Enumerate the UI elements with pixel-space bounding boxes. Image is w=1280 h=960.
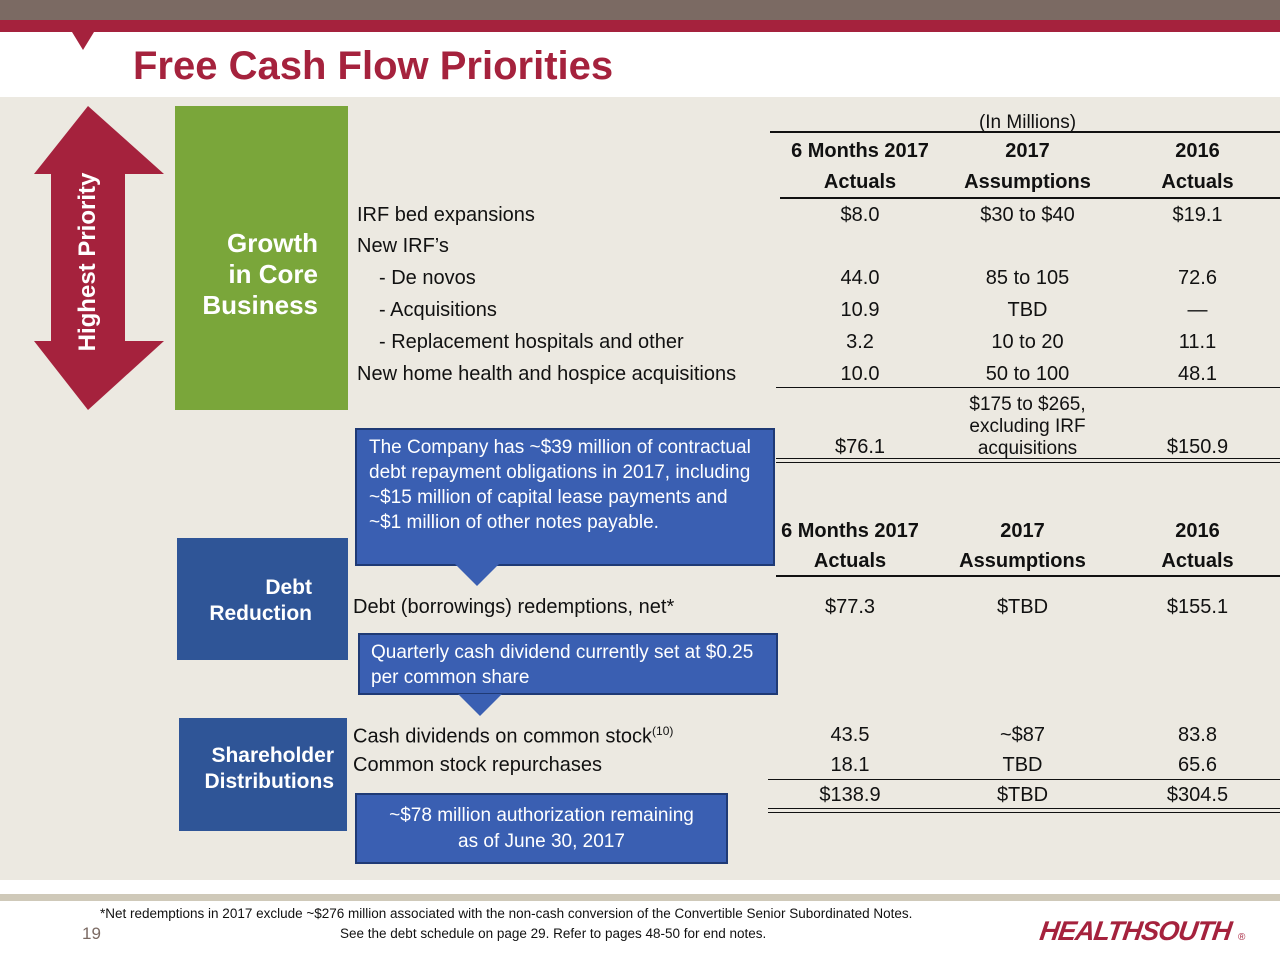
row-label-acquisitions: - Acquisitions [379,299,497,321]
row-value: 18.1 [830,754,870,776]
callout-pointer [455,564,499,586]
row-value: 48.1 [1178,363,1217,385]
page-number: 19 [82,924,101,943]
header-bar-accent [0,20,1280,32]
footer-divider [0,894,1280,901]
table2-header-rule [776,575,1280,577]
row-value: $8.0 [840,204,880,226]
row-value: TBD [1002,754,1043,776]
row-value: 10 to 20 [991,331,1064,353]
row-value: ~$87 [999,724,1046,746]
header-marker-triangle [72,32,94,50]
footnote-net-redemptions: *Net redemptions in 2017 exclude ~$276 m… [100,906,913,921]
table2-total-rule-1 [768,808,1280,809]
table2-header-col1-line1: 6 Months 2017 [781,520,919,542]
total-value: $150.9 [1166,436,1229,458]
table1-header-col2-line2: Assumptions [964,171,1091,193]
row-value: $30 to $40 [980,204,1075,226]
registered-mark: ® [1238,932,1246,943]
double-arrow-icon [34,106,164,410]
repurchase-authorization-callout: ~$78 million authorization remaining as … [355,793,728,864]
shareholder-category-label: Shareholder Distributions [204,744,335,793]
table1-subtotal-rule [776,387,1280,388]
row-value: 11.1 [1178,331,1217,353]
row-label-debt-redemptions: Debt (borrowings) redemptions, net* [353,596,675,618]
table1-header-col3-line2: Actuals [1161,171,1234,193]
table2-header-col1-line2: Actuals [813,550,887,572]
footnote-debt-schedule: See the debt schedule on page 29. Refer … [340,926,767,941]
table1-header-col2-line1: 2017 [1005,140,1050,162]
total-assumption-range: $175 to $265, excluding IRF acquisitions [969,394,1086,459]
endnote-reference: (10) [652,724,674,738]
row-value: 43.5 [830,724,870,746]
header-bar-top [0,0,1280,20]
growth-category-box [175,106,348,410]
table1-top-rule [770,131,1280,133]
row-value: $19.1 [1172,204,1223,226]
table2-header-col2-line2: Assumptions [959,550,1086,572]
row-label-new-irfs: New IRF’s [357,235,449,257]
table1-header-col3-line1: 2016 [1175,140,1220,162]
row-value: TBD [1007,299,1048,321]
table2-header-col3-line1: 2016 [1175,520,1220,542]
row-label-cash-dividends: Cash dividends on common stock(10) [353,724,674,748]
row-value: 65.6 [1178,754,1217,776]
units-note: (In Millions) [978,112,1077,133]
table2-total-rule-2 [768,812,1280,813]
row-label-replacement-hospitals: - Replacement hospitals and other [379,331,684,353]
debt-category-box [177,538,348,660]
row-value: 83.8 [1178,724,1217,746]
table1-header-col1-line2: Actuals [823,171,897,193]
total-value: $76.1 [834,436,886,458]
table2-subtotal-rule [768,779,1280,780]
row-label-de-novos: - De novos [379,267,476,289]
row-label-stock-repurchases: Common stock repurchases [353,754,602,776]
debt-category-label: Debt Reduction [209,576,312,625]
debt-obligations-callout: The Company has ~$39 million of contract… [355,428,775,566]
row-value: 85 to 105 [985,267,1070,289]
row-value: 3.2 [846,331,874,353]
row-value: 72.6 [1178,267,1217,289]
table1-header-rule [780,197,1280,199]
dividend-callout: Quarterly cash dividend currently set at… [358,633,778,695]
row-value: 10.0 [840,363,880,385]
callout-pointer [458,694,502,716]
healthsouth-logo: HEALTHSOUTH [1037,916,1234,946]
row-value: 44.0 [840,267,880,289]
row-value: $77.3 [824,596,876,618]
table1-header-col1-line1: 6 Months 2017 [791,140,929,162]
row-label-home-health-acquisitions: New home health and hospice acquisitions [357,363,737,385]
row-value: $155.1 [1166,596,1229,618]
highest-priority-label: Highest Priority [74,172,101,352]
table2-header-col2-line1: 2017 [1000,520,1045,542]
table2-header-col3-line2: Actuals [1161,550,1234,572]
table1-total-rule-2 [776,462,1280,463]
row-value: $TBD [996,596,1049,618]
row-value: 50 to 100 [985,363,1070,385]
row-value: 10.9 [840,299,880,321]
total-value: $TBD [996,784,1049,806]
shareholder-category-box [179,718,347,831]
total-value: $304.5 [1166,784,1229,806]
total-value: $138.9 [819,784,881,806]
row-label-irf-bed-expansions: IRF bed expansions [357,204,535,226]
table1-total-rule-1 [776,458,1280,459]
growth-category-label: Growth in Core Business [202,228,318,320]
row-value: — [1187,299,1208,321]
slide-title: Free Cash Flow Priorities [133,44,614,88]
